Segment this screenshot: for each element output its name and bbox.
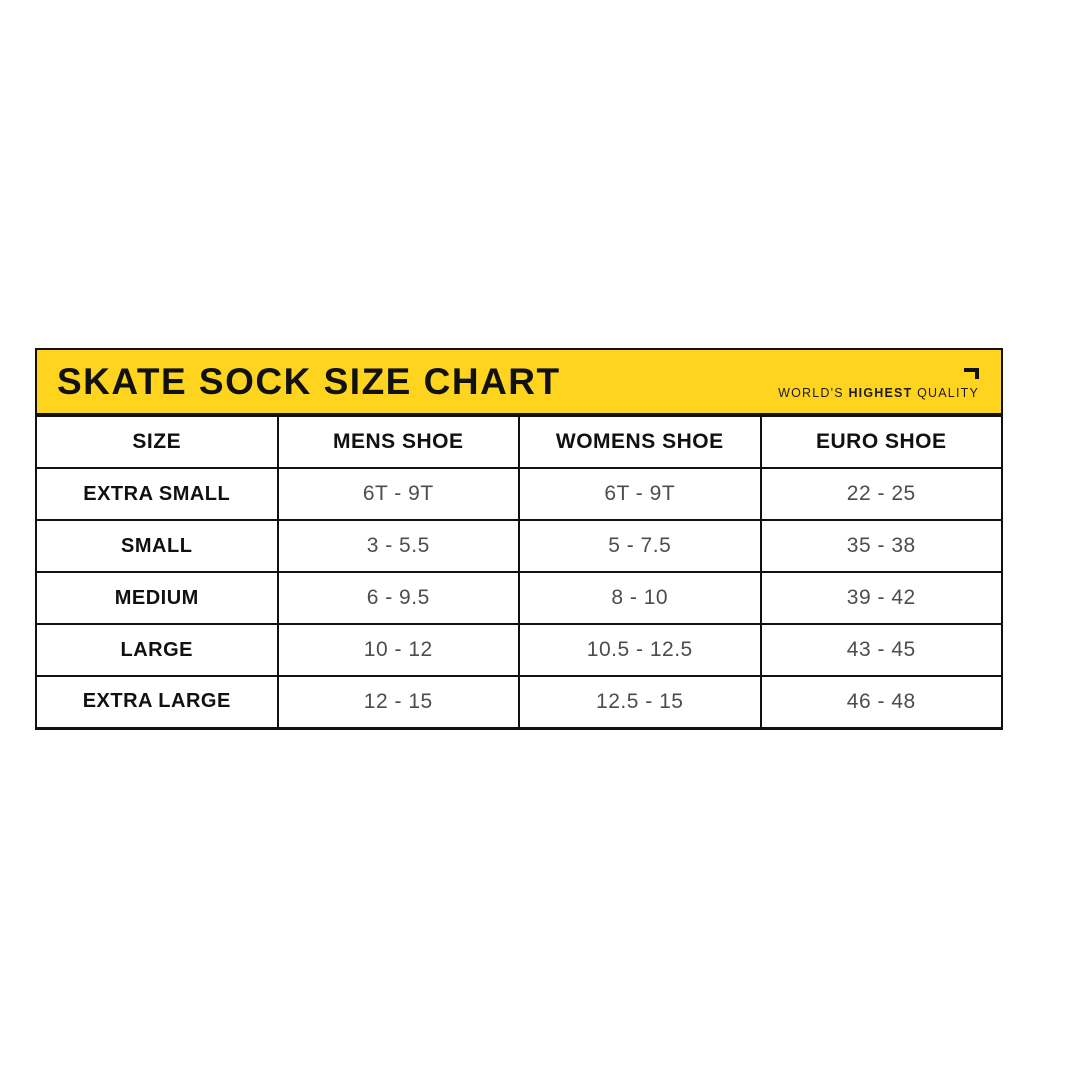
euro-shoe-value: 43 - 45 [759,623,1003,677]
womens-shoe-value: 6T - 9T [518,467,762,521]
mens-shoe-value: 6T - 9T [276,467,520,521]
size-label: EXTRA LARGE [35,675,279,730]
tagline-suffix: QUALITY [917,385,979,400]
chart-title: SKATE SOCK SIZE CHART [57,360,561,402]
euro-shoe-value: 35 - 38 [759,519,1003,573]
table-row-small: SMALL 3 - 5.5 5 - 7.5 35 - 38 [35,519,1003,573]
size-table: SIZE MENS SHOE WOMENS SHOE EURO SHOE EXT… [35,415,1003,730]
column-header-size: SIZE [35,415,279,469]
table-row-medium: MEDIUM 6 - 9.5 8 - 10 39 - 42 [35,571,1003,625]
size-label: LARGE [35,623,279,677]
column-header-mens-shoe: MENS SHOE [276,415,520,469]
euro-shoe-value: 39 - 42 [759,571,1003,625]
skate-sock-size-chart: SKATE SOCK SIZE CHART WORLD'S HIGHEST QU… [35,348,1003,730]
brand-tagline: WORLD'S HIGHEST QUALITY [778,386,979,400]
womens-shoe-value: 10.5 - 12.5 [518,623,762,677]
euro-shoe-value: 22 - 25 [759,467,1003,521]
mens-shoe-value: 12 - 15 [276,675,520,730]
womens-shoe-value: 12.5 - 15 [518,675,762,730]
column-header-womens-shoe: WOMENS SHOE [518,415,762,469]
chart-banner: SKATE SOCK SIZE CHART WORLD'S HIGHEST QU… [35,348,1003,415]
size-label: SMALL [35,519,279,573]
table-row-extra-small: EXTRA SMALL 6T - 9T 6T - 9T 22 - 25 [35,467,1003,521]
womens-shoe-value: 5 - 7.5 [518,519,762,573]
header-row: SIZE MENS SHOE WOMENS SHOE EURO SHOE [35,415,1003,469]
corner-bracket-icon [964,367,979,379]
size-label: EXTRA SMALL [35,467,279,521]
womens-shoe-value: 8 - 10 [518,571,762,625]
brand-block: WORLD'S HIGHEST QUALITY [778,364,979,400]
table-row-large: LARGE 10 - 12 10.5 - 12.5 43 - 45 [35,623,1003,677]
mens-shoe-value: 10 - 12 [276,623,520,677]
column-header-euro-shoe: EURO SHOE [759,415,1003,469]
mens-shoe-value: 3 - 5.5 [276,519,520,573]
euro-shoe-value: 46 - 48 [759,675,1003,730]
mens-shoe-value: 6 - 9.5 [276,571,520,625]
table-row-extra-large: EXTRA LARGE 12 - 15 12.5 - 15 46 - 48 [35,675,1003,730]
size-label: MEDIUM [35,571,279,625]
tagline-bold: HIGHEST [848,385,913,400]
tagline-prefix: WORLD'S [778,385,844,400]
